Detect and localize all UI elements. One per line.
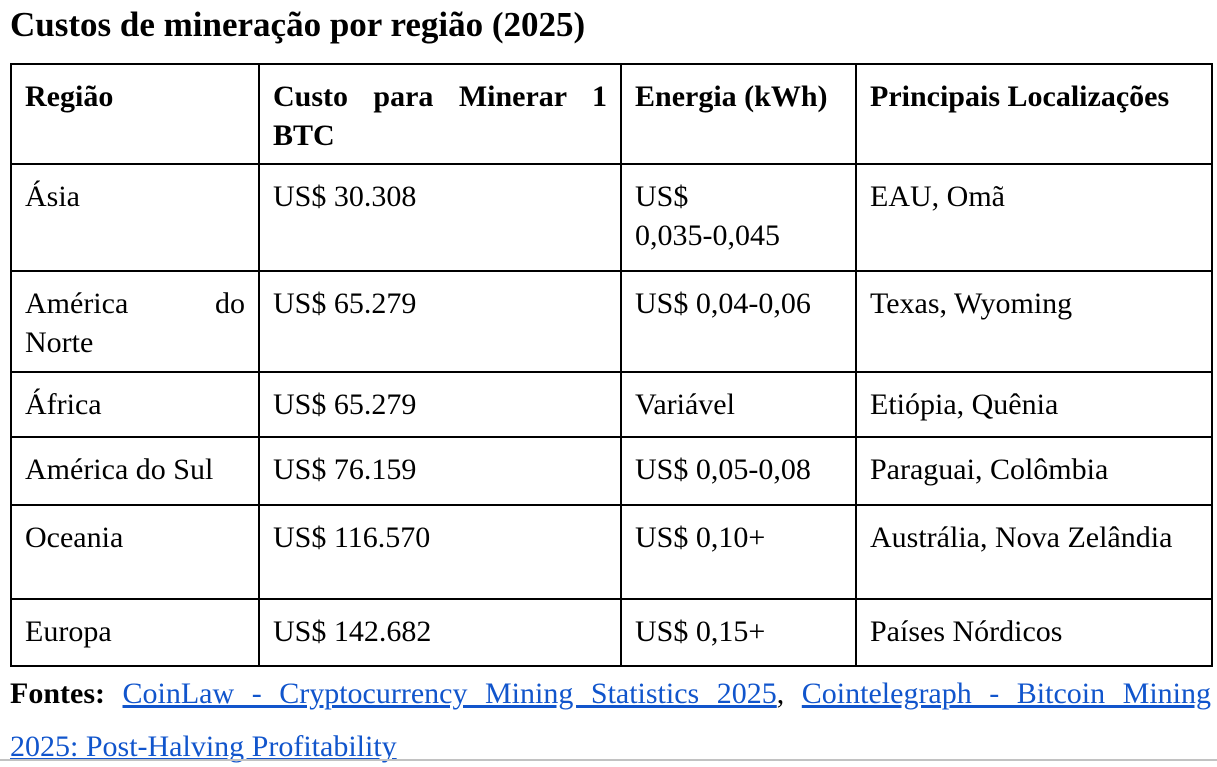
table-row-north-america: América do Norte US$ 65.279 US$ 0,04-0,0…	[10, 270, 1213, 373]
col-header-energy: Energia (kWh)	[620, 63, 857, 165]
source-link-coinlaw[interactable]: CoinLaw - Cryptocurrency Mining Statisti…	[122, 677, 777, 710]
region-label: África	[25, 388, 102, 421]
energy-cell: US$ 0,04-0,06	[620, 270, 857, 373]
cost-cell: US$ 65.279	[258, 270, 622, 373]
col-header-region-label: Região	[25, 80, 114, 113]
locations-cell: Etiópia, Quênia	[855, 371, 1213, 438]
energy-value: US$ 0,10+	[635, 521, 766, 554]
energy-value-line2: 0,035-0,045	[635, 219, 780, 252]
cost-value: US$ 76.159	[273, 453, 417, 486]
col-header-energy-label: Energia (kWh)	[635, 80, 828, 113]
region-label: Europa	[25, 615, 112, 648]
region-cell-europe: Europa	[10, 598, 260, 667]
sources-separator: ,	[776, 677, 785, 710]
locations-value: Paraguai, Colômbia	[870, 453, 1109, 486]
col-header-cost: Custo para Minerar 1 BTC	[258, 63, 622, 165]
cost-value: US$ 116.570	[273, 521, 431, 554]
cost-value: US$ 142.682	[273, 615, 432, 648]
sources-line2: 2025: Post-Halving Profitability	[10, 727, 1211, 767]
locations-cell: Austrália, Nova Zelândia	[855, 504, 1213, 600]
table-row-south-america: América do Sul US$ 76.159 US$ 0,05-0,08 …	[10, 436, 1213, 506]
mining-costs-table: Região Custo para Minerar 1 BTC Energia …	[10, 63, 1213, 667]
cost-value: US$ 65.279	[273, 287, 417, 320]
locations-value: EAU, Omã	[870, 180, 1005, 213]
region-cell-asia: Ásia	[10, 163, 260, 272]
locations-cell: Paraguai, Colômbia	[855, 436, 1213, 506]
source-link-cointelegraph[interactable]: Cointelegraph - Bitcoin Mining	[801, 677, 1212, 710]
page-title: Custos de mineração por região (2025)	[10, 5, 586, 44]
region-label-line2: Norte	[25, 326, 94, 359]
header-row: Região Custo para Minerar 1 BTC Energia …	[10, 63, 1213, 165]
region-label-line1: América do	[25, 287, 245, 320]
sources-label: Fontes:	[10, 677, 105, 710]
table-row-africa: África US$ 65.279 Variável Etiópia, Quên…	[10, 371, 1213, 438]
sources-paragraph: Fontes: CoinLaw - Cryptocurrency Mining …	[10, 674, 1211, 767]
energy-cell: US$ 0,035-0,045	[620, 163, 857, 272]
locations-value: Austrália, Nova Zelândia	[870, 521, 1173, 554]
region-cell-oceania: Oceania	[10, 504, 260, 600]
locations-cell: EAU, Omã	[855, 163, 1213, 272]
table-row-oceania: Oceania US$ 116.570 US$ 0,10+ Austrália,…	[10, 504, 1213, 600]
region-label: Oceania	[25, 521, 124, 554]
cost-value: US$ 65.279	[273, 388, 417, 421]
locations-value: Texas, Wyoming	[870, 287, 1073, 320]
cost-cell: US$ 142.682	[258, 598, 622, 667]
col-header-cost-line2: BTC	[273, 119, 335, 152]
energy-cell: Variável	[620, 371, 857, 438]
cost-cell: US$ 65.279	[258, 371, 622, 438]
energy-value-line1: US$	[635, 180, 689, 213]
locations-cell: Texas, Wyoming	[855, 270, 1213, 373]
locations-value: Países Nórdicos	[870, 615, 1063, 648]
locations-cell: Países Nórdicos	[855, 598, 1213, 667]
source-link-cointelegraph-continued[interactable]: 2025: Post-Halving Profitability	[10, 730, 397, 763]
cost-cell: US$ 76.159	[258, 436, 622, 506]
energy-value: US$ 0,15+	[635, 615, 766, 648]
energy-cell: US$ 0,05-0,08	[620, 436, 857, 506]
document-page: Custos de mineração por região (2025) Re…	[10, 0, 1213, 767]
locations-value: Etiópia, Quênia	[870, 388, 1059, 421]
region-cell-north-america: América do Norte	[10, 270, 260, 373]
col-header-locations: Principais Localizações	[855, 63, 1213, 165]
col-header-cost-line1: Custo para Minerar 1	[273, 80, 607, 113]
cost-cell: US$ 30.308	[258, 163, 622, 272]
region-label: Ásia	[25, 180, 80, 213]
energy-cell: US$ 0,10+	[620, 504, 857, 600]
cost-value: US$ 30.308	[273, 180, 417, 213]
energy-cell: US$ 0,15+	[620, 598, 857, 667]
sources-line1: Fontes: CoinLaw - Cryptocurrency Mining …	[10, 674, 1211, 714]
col-header-locations-label: Principais Localizações	[870, 80, 1170, 113]
energy-value: Variável	[635, 388, 735, 421]
region-cell-south-america: América do Sul	[10, 436, 260, 506]
table-row-asia: Ásia US$ 30.308 US$ 0,035-0,045 EAU, Omã	[10, 163, 1213, 272]
bottom-divider	[0, 759, 1217, 761]
energy-value: US$ 0,04-0,06	[635, 287, 811, 320]
region-label: América do Sul	[25, 453, 214, 486]
energy-value: US$ 0,05-0,08	[635, 453, 811, 486]
cost-cell: US$ 116.570	[258, 504, 622, 600]
table-row-europe: Europa US$ 142.682 US$ 0,15+ Países Nórd…	[10, 598, 1213, 667]
col-header-region: Região	[10, 63, 260, 165]
region-cell-africa: África	[10, 371, 260, 438]
